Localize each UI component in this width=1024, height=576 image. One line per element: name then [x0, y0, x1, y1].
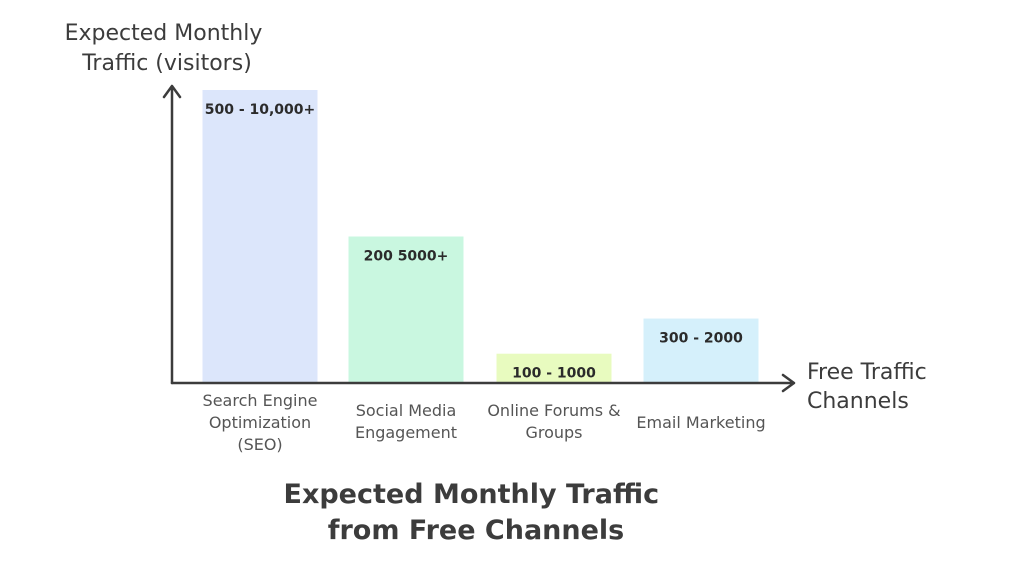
category-label-3-line-1: Online Forums & — [487, 401, 620, 420]
category-label-2-line-2: Engagement — [355, 423, 457, 442]
category-label-1-line-1: Search Engine — [203, 391, 318, 410]
category-labels-group: Search Engine Optimization (SEO) Social Med… — [203, 391, 766, 454]
bar-2 — [348, 236, 464, 383]
y-axis-title-line-1: Expected Monthly — [65, 21, 263, 46]
bar-3 — [496, 353, 612, 383]
category-label-2: Social Media Engagement — [355, 401, 457, 442]
bar-value-label-4: 300 - 2000 — [659, 331, 743, 347]
x-axis-title: Free Traffic Channels — [807, 360, 934, 414]
category-label-4-line-1: Email Marketing — [636, 413, 765, 432]
category-label-1-line-3: (SEO) — [237, 435, 282, 454]
category-label-2-line-1: Social Media — [356, 401, 457, 420]
chart-title: Expected Monthly Traffic from Free Chann… — [284, 479, 669, 546]
bar-1 — [202, 90, 318, 383]
chart-title-line-1: Expected Monthly Traffic — [284, 479, 660, 510]
bar-value-label-2: 200 5000+ — [364, 249, 449, 265]
x-axis-title-line-1: Free Traffic — [807, 360, 927, 385]
y-axis-line — [162, 84, 182, 385]
y-axis-title-line-2: Traffic (visitors) — [81, 51, 252, 76]
category-label-4: Email Marketing — [636, 413, 765, 432]
category-label-1: Search Engine Optimization (SEO) — [203, 391, 318, 454]
bar-value-label-1: 500 - 10,000+ — [205, 102, 316, 118]
x-axis-line — [170, 373, 796, 393]
category-label-3: Online Forums & Groups — [487, 401, 620, 442]
bar-4 — [643, 318, 759, 383]
chart-title-line-2: from Free Channels — [328, 515, 625, 546]
bar-value-label-3: 100 - 1000 — [512, 366, 596, 382]
category-label-3-line-2: Groups — [525, 423, 582, 442]
category-label-1-line-2: Optimization — [209, 413, 311, 432]
y-axis-title: Expected Monthly Traffic (visitors) — [65, 21, 270, 76]
x-axis-title-line-2: Channels — [807, 389, 909, 414]
bars-group: 500 - 10,000+ 200 5000+ 100 - 1000 300 - 20… — [202, 90, 759, 383]
